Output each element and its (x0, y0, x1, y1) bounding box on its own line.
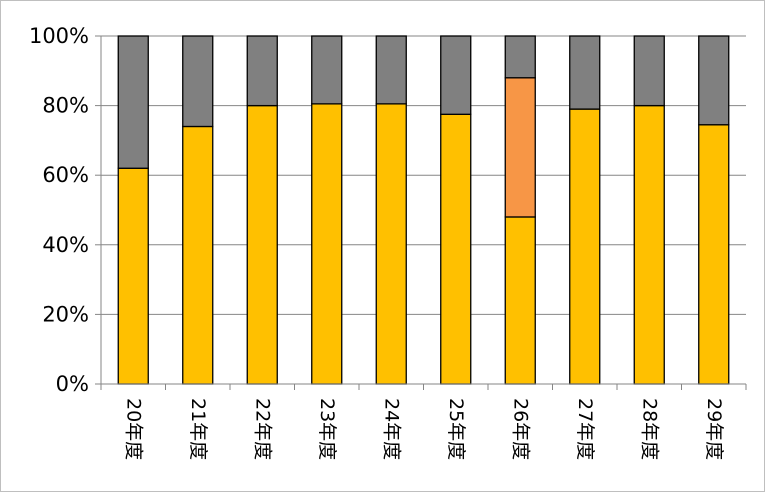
bar-segment-0 (633, 104, 665, 385)
y-tick-label: 0% (56, 372, 89, 396)
axes (95, 35, 747, 390)
y-tick-label: 40% (42, 233, 89, 257)
bars (117, 35, 730, 385)
bar-segment-2 (569, 35, 601, 110)
bar-segment-2 (698, 35, 730, 126)
x-category-label: 20年度 (122, 398, 144, 460)
x-category-label: 29年度 (703, 398, 725, 460)
x-category-label: 28年度 (638, 398, 660, 460)
bar-segment-0 (311, 103, 343, 385)
bar-segment-2 (440, 35, 472, 115)
y-axis-tick-labels: 0% 20% 40% 60% 80% 100% (29, 24, 89, 396)
bar-segment-2 (311, 35, 343, 105)
bar-segment-1 (504, 77, 536, 218)
bar-segment-0 (182, 125, 214, 385)
x-category-label: 21年度 (187, 398, 209, 460)
bar-segment-0 (117, 167, 149, 385)
y-tick-label: 60% (42, 163, 89, 187)
bar-segment-0 (246, 104, 278, 385)
x-category-label: 24年度 (380, 398, 402, 460)
bar-segment-2 (246, 35, 278, 107)
bar-segment-0 (698, 124, 730, 385)
bar-segment-0 (569, 108, 601, 385)
bar-segment-0 (440, 113, 472, 385)
x-axis-category-labels: 20年度 21年度 22年度 23年度 24年度 25年度 26年度 27年度 28年度 29年度 (122, 398, 725, 460)
x-category-label: 26年度 (509, 398, 531, 460)
y-tick-label: 20% (42, 302, 89, 326)
bar-segment-2 (117, 35, 149, 169)
bar-segment-2 (633, 35, 665, 107)
bar-segment-2 (182, 35, 214, 128)
bar-segment-2 (375, 35, 407, 105)
bar-segment-0 (375, 103, 407, 385)
y-tick-label: 80% (42, 94, 89, 118)
y-tick-label: 100% (29, 24, 89, 48)
x-category-label: 23年度 (316, 398, 338, 460)
x-category-label: 22年度 (251, 398, 273, 460)
x-category-label: 25年度 (445, 398, 467, 460)
bar-segment-2 (504, 35, 536, 79)
x-category-label: 27年度 (574, 398, 596, 460)
bar-segment-0 (504, 216, 536, 385)
